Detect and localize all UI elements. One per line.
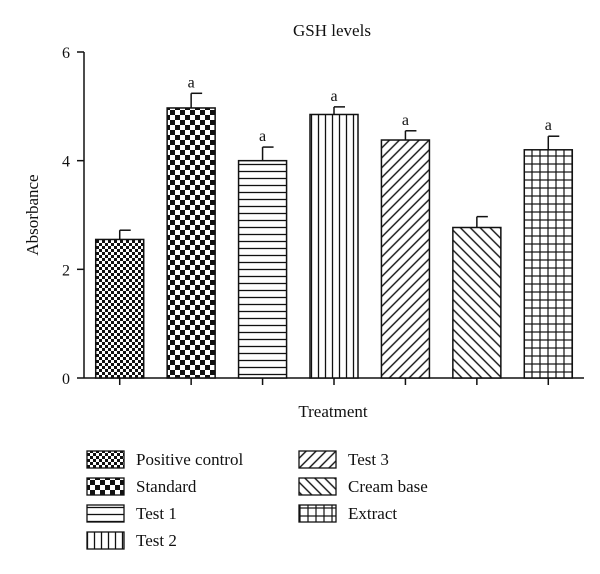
bar-1	[166, 107, 216, 379]
legend-swatch-6	[298, 504, 337, 523]
legend-label-4: Test 3	[348, 450, 389, 469]
annotation-4: a	[402, 112, 409, 129]
annotation-1: a	[188, 74, 195, 91]
legend-label-2: Test 1	[136, 504, 177, 523]
legend-swatch-0	[86, 450, 125, 469]
bar-2	[237, 159, 288, 379]
legend-label-3: Test 2	[136, 531, 177, 550]
bar-3	[309, 113, 359, 379]
legend-swatch-3	[86, 531, 125, 550]
legend: Positive control Standard Test 1 Test 2 Test…	[86, 450, 428, 550]
bar-6	[523, 149, 574, 379]
legend-swatch-5	[298, 477, 337, 496]
legend-label-0: Positive control	[136, 450, 243, 469]
annotation-3: a	[330, 88, 337, 105]
annotation-2: a	[259, 128, 266, 145]
y-tick-label-0: 0	[62, 371, 70, 388]
legend-label-1: Standard	[136, 477, 197, 496]
y-tick-label-2: 4	[62, 154, 70, 171]
legend-label-5: Cream base	[348, 477, 428, 496]
bars: a a a a a	[94, 74, 574, 379]
annotation-6: a	[545, 117, 552, 134]
y-tick-label-1: 2	[62, 262, 70, 279]
bar-4	[380, 139, 431, 379]
legend-label-6: Extract	[348, 504, 397, 523]
bar-5	[452, 226, 502, 379]
x-axis-label: Treatment	[298, 402, 368, 421]
chart-title: GSH levels	[293, 21, 371, 40]
legend-swatch-4	[298, 450, 337, 469]
legend-swatch-2	[86, 504, 125, 523]
y-tick-label-3: 6	[62, 45, 70, 62]
bar-0	[94, 238, 145, 379]
y-axis-label: Absorbance	[23, 174, 42, 255]
legend-swatch-1	[86, 477, 125, 496]
